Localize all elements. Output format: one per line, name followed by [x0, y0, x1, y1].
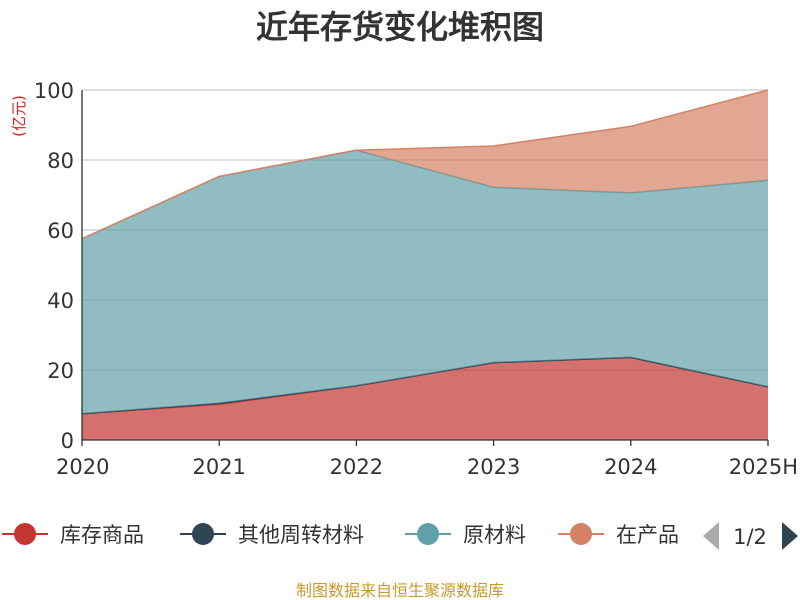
area-series-layer: [81, 89, 769, 440]
y-axis-unit-label: (亿元): [10, 95, 28, 137]
legend: 库存商品 其他周转材料 原材料 在产品: [2, 523, 679, 547]
series-line-在产品: [81, 89, 769, 240]
area-在产品: [82, 90, 768, 239]
legend-page-indicator: 1/2: [733, 525, 767, 549]
x-tick-label: 2025H: [729, 455, 798, 479]
legend-item-其他周转材料[interactable]: 其他周转材料: [180, 523, 364, 547]
chart-title: 近年存货变化堆积图: [256, 8, 544, 46]
data-source-note: 制图数据来自恒生聚源数据库: [296, 581, 504, 600]
y-tick-label: 80: [47, 149, 74, 173]
legend-label: 在产品: [616, 523, 679, 547]
axes: 0 20 40 60 80 100 2020 2021 2022 2023 2024 2025H: [34, 79, 798, 479]
area-库存商品: [82, 357, 768, 440]
x-tick-label: 2020: [56, 455, 109, 479]
y-tick-label: 100: [34, 79, 74, 103]
x-tick-label: 2022: [330, 455, 383, 479]
legend-label: 其他周转材料: [238, 523, 364, 547]
legend-marker: [570, 523, 592, 545]
y-tick-label: 60: [47, 219, 74, 243]
x-tick-label: 2024: [604, 455, 657, 479]
y-tick-label: 20: [47, 359, 74, 383]
y-tick-label: 0: [61, 429, 74, 453]
legend-marker: [14, 523, 36, 545]
legend-label: 原材料: [463, 523, 526, 547]
legend-next-page-icon[interactable]: [782, 522, 798, 550]
legend-item-库存商品[interactable]: 库存商品: [2, 523, 144, 547]
legend-item-原材料[interactable]: 原材料: [405, 523, 526, 547]
y-tick-label: 40: [47, 289, 74, 313]
legend-marker: [192, 523, 214, 545]
legend-label: 库存商品: [60, 523, 144, 547]
legend-pager: 1/2: [703, 522, 798, 550]
legend-item-在产品[interactable]: 在产品: [558, 523, 679, 547]
legend-prev-page-icon[interactable]: [703, 522, 719, 550]
area-原材料: [82, 150, 768, 414]
legend-marker: [417, 523, 439, 545]
x-tick-label: 2023: [467, 455, 520, 479]
x-tick-label: 2021: [192, 455, 245, 479]
